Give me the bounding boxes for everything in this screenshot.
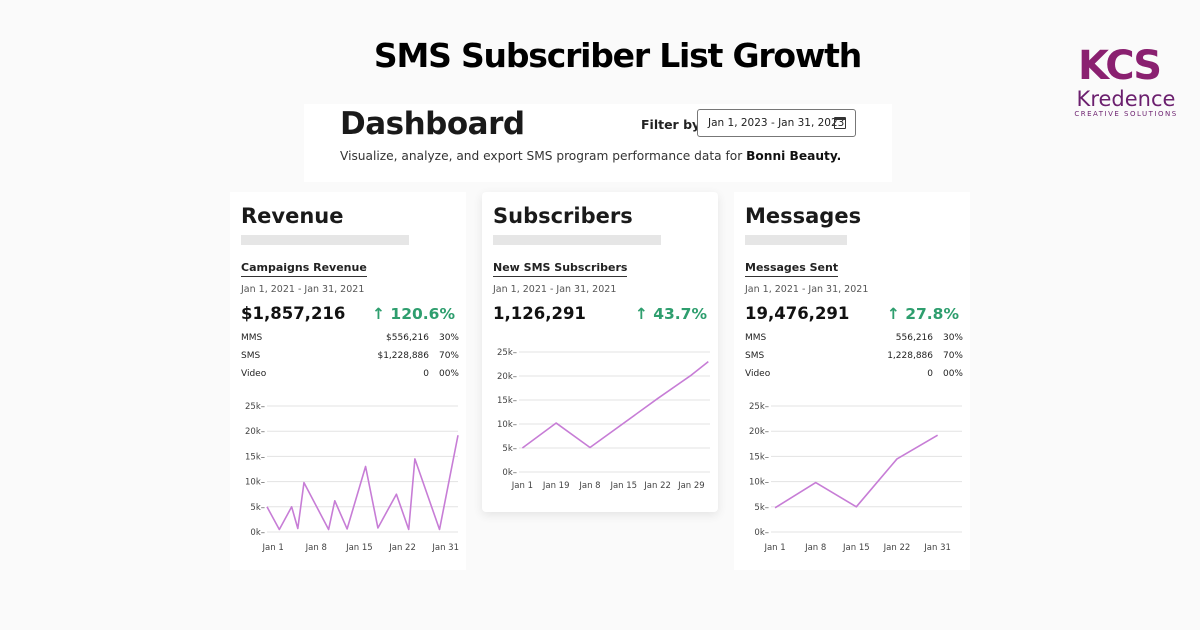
metric-label[interactable]: Messages Sent <box>745 261 839 277</box>
x-tick-label: Jan 15 <box>609 481 637 490</box>
page-title: SMS Subscriber List Growth <box>373 36 862 75</box>
metric-label[interactable]: Campaigns Revenue <box>241 261 367 277</box>
y-tick-label: 10k– <box>497 420 517 430</box>
y-tick-label: 0k– <box>754 528 769 538</box>
revenue-line-chart: 0k– 5k– 10k– 15k– 20k– 25k– Jan 1 Jan 8 Jan 15 Ja… <box>245 402 459 553</box>
y-tick-label: 15k– <box>245 452 265 462</box>
card-title: Subscribers <box>493 204 633 228</box>
x-tick-label: Jan 31 <box>923 543 951 553</box>
metric-label[interactable]: New SMS Subscribers <box>493 261 628 277</box>
date-filter-dropdown[interactable]: Jan 1, 2023 - Jan 31, 2023 <box>697 109 856 137</box>
x-tick-label: Jan 1 <box>763 543 785 553</box>
date-range: Jan 1, 2021 - Jan 31, 2021 <box>241 284 365 295</box>
breakdown-pct: 00% <box>438 369 459 379</box>
card-title: Messages <box>745 204 862 228</box>
card-title: Revenue <box>241 204 344 228</box>
breakdown-pct: 70% <box>942 351 963 361</box>
breakdown-name: MMS <box>745 333 767 343</box>
metric-value: 19,476,291 <box>745 304 850 323</box>
revenue-card: Revenue Campaigns Revenue Jan 1, 2021 - … <box>230 192 466 570</box>
filter-label: Filter by <box>641 117 701 132</box>
x-tick-label: Jan 31 <box>431 543 459 553</box>
x-tick-label: Jan 29 <box>677 481 705 490</box>
y-tick-label: 15k– <box>497 396 517 406</box>
breakdown-pct: 70% <box>438 351 459 361</box>
breakdown-value: 0 <box>423 369 429 379</box>
dashboard-subtitle: Visualize, analyze, and export SMS progr… <box>340 149 841 163</box>
subtitle-text: Visualize, analyze, and export SMS progr… <box>340 149 747 163</box>
calendar-icon[interactable] <box>834 117 846 129</box>
y-tick-label: 25k– <box>245 402 265 412</box>
date-range: Jan 1, 2021 - Jan 31, 2021 <box>493 284 617 295</box>
subscribers-line-chart: 0k– 5k– 10k– 15k– 20k– 25k– Jan 1 Jan 19 Jan 8 Ja… <box>497 348 710 490</box>
subscribers-card: Subscribers New SMS Subscribers Jan 1, 2… <box>482 192 718 512</box>
x-tick-label: Jan 15 <box>842 543 870 553</box>
breakdown-name: SMS <box>241 351 261 361</box>
growth-indicator: ↑ 120.6% <box>372 305 455 323</box>
growth-indicator: ↑ 27.8% <box>886 305 959 323</box>
metric-value: 1,126,291 <box>493 304 586 323</box>
growth-indicator: ↑ 43.7% <box>634 305 707 323</box>
y-tick-label: 10k– <box>749 478 769 488</box>
x-tick-label: Jan 22 <box>643 481 671 490</box>
y-tick-label: 5k– <box>502 444 517 454</box>
x-tick-label: Jan 19 <box>542 481 570 490</box>
brand-name: Bonni Beauty. <box>746 149 842 163</box>
breakdown-pct: 00% <box>942 369 963 379</box>
placeholder-bar <box>241 235 409 245</box>
x-tick-label: Jan 1 <box>262 543 284 553</box>
breakdown-value: 0 <box>927 369 933 379</box>
y-tick-label: 25k– <box>749 402 769 412</box>
x-tick-label: Jan 8 <box>578 481 600 490</box>
messages-line-chart: 0k– 5k– 10k– 15k– 20k– 25k– Jan 1 Jan 8 Jan 15 Ja… <box>749 402 962 553</box>
breakdown-pct: 30% <box>438 333 459 343</box>
y-tick-label: 20k– <box>749 427 769 437</box>
breakdown-value: 556,216 <box>895 333 933 343</box>
breakdown-value: 1,228,886 <box>887 351 933 361</box>
dashboard-header: Dashboard Visualize, analyze, and export… <box>304 104 892 182</box>
kcs-logo: KCS Kredence CREATIVE SOLUTIONS <box>1065 44 1187 120</box>
metric-value: $1,857,216 <box>241 304 346 323</box>
breakdown-name: Video <box>241 369 267 379</box>
breakdown-name: MMS <box>241 333 263 343</box>
y-tick-label: 0k– <box>250 528 265 538</box>
dashboard-title: Dashboard <box>340 106 525 142</box>
x-tick-label: Jan 22 <box>388 543 416 553</box>
y-tick-label: 20k– <box>497 372 517 382</box>
breakdown-value: $556,216 <box>386 333 429 343</box>
logo-name: Kredence <box>1076 87 1176 111</box>
y-tick-label: 15k– <box>749 452 769 462</box>
series-line <box>774 434 939 509</box>
y-tick-label: 5k– <box>754 503 769 513</box>
x-tick-label: Jan 8 <box>305 543 327 553</box>
breakdown-pct: 30% <box>942 333 963 343</box>
x-tick-label: Jan 8 <box>804 543 826 553</box>
breakdown-name: SMS <box>745 351 765 361</box>
y-tick-label: 25k– <box>497 348 517 358</box>
breakdown-value: $1,228,886 <box>377 351 429 361</box>
y-tick-label: 10k– <box>245 478 265 488</box>
logo-mark: KCS <box>1078 43 1162 89</box>
series-line <box>521 360 709 449</box>
messages-card: Messages Messages Sent Jan 1, 2021 - Jan… <box>734 192 970 570</box>
y-tick-label: 0k– <box>502 468 517 478</box>
y-tick-label: 5k– <box>250 503 265 513</box>
x-tick-label: Jan 1 <box>511 481 533 490</box>
placeholder-bar <box>745 235 847 245</box>
date-filter-value: Jan 1, 2023 - Jan 31, 2023 <box>708 117 845 129</box>
series-line <box>266 435 459 531</box>
x-tick-label: Jan 22 <box>883 543 911 553</box>
breakdown-name: Video <box>745 369 771 379</box>
date-range: Jan 1, 2021 - Jan 31, 2021 <box>745 284 869 295</box>
x-tick-label: Jan 15 <box>345 543 373 553</box>
placeholder-bar <box>493 235 661 245</box>
logo-tagline: CREATIVE SOLUTIONS <box>1074 110 1178 118</box>
y-tick-label: 20k– <box>245 427 265 437</box>
